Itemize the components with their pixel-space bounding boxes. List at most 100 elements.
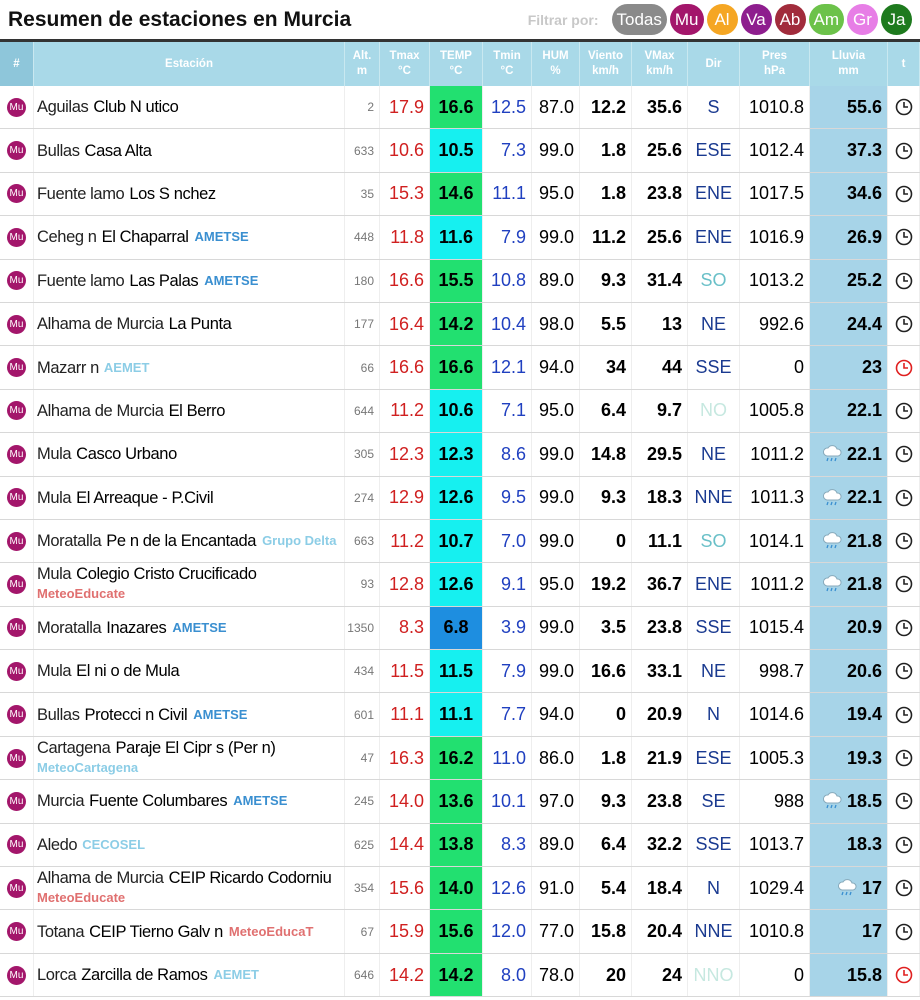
table-body: Mu Aguilas Club N utico 2 17.9 16.6 12.5 87.0 12… [0, 86, 920, 998]
pressure: 1011.3 [740, 476, 810, 519]
filter-button[interactable]: Ja [881, 4, 912, 35]
filter-button[interactable]: Al [706, 4, 738, 35]
altitude: 93 [345, 563, 380, 606]
town: Aledo [37, 835, 78, 854]
source: MeteoEducate [37, 586, 126, 602]
direction: ENE [688, 172, 740, 216]
wind: 14.8 [580, 433, 632, 476]
station: El Arreaque - P.Civil [76, 488, 214, 507]
cell: Mu [0, 650, 34, 693]
tmax: 12.3 [380, 433, 430, 476]
altitude: 177 [345, 302, 380, 346]
rain-cell: 21.8 [810, 519, 888, 563]
station-cell: Bullas Casa Alta [34, 129, 345, 172]
filter-button[interactable]: Ab [774, 4, 806, 35]
rain-cell: 37.3 [810, 129, 888, 172]
clock-icon [895, 315, 912, 333]
direction: SE [688, 780, 740, 823]
humidity: 99.0 [532, 606, 580, 650]
page-title: Resumen de estaciones en Murcia [8, 7, 352, 31]
pressure: 1010.8 [740, 86, 810, 129]
time-cell [888, 650, 920, 693]
wind: 20 [580, 953, 632, 997]
pressure: 0 [740, 346, 810, 389]
column-unit: °C [449, 65, 463, 77]
tmax: 14.2 [380, 953, 430, 997]
time-cell [888, 216, 920, 259]
table-row: Mu Mula Casco Urbano 305 12.3 12.3 8.6 99.0 14.8… [0, 433, 920, 477]
wind-max: 13 [632, 302, 688, 346]
clock-icon [895, 706, 912, 723]
table-row: Mu Cartagena Paraje El Cipr s (Per n) Meteo… [0, 736, 920, 781]
column-label: t [901, 57, 906, 70]
source: AEMET [213, 967, 259, 982]
clock-icon [895, 489, 912, 507]
table-row: Mu Alhama de Murcia CEIP Ricardo Codorniu M… [0, 867, 920, 911]
station: CEIP Tierno Galv n [89, 922, 223, 941]
direction: NO [688, 389, 740, 433]
station-cell: Aledo CECOSEL [34, 823, 345, 867]
column-header: Tmax °C [380, 42, 430, 86]
source: MeteoCartagena [37, 760, 139, 776]
table-row: Mu Aledo CECOSEL 625 14.4 13.8 8.3 89.0 6.4 32.2 S… [0, 823, 920, 868]
direction: SSE [688, 606, 740, 650]
table-row: Mu Ceheg n El Chaparral AMETSE 448 11.8 11.6 7.… [0, 216, 920, 260]
station-cell: Moratalla Inazares AMETSE [34, 606, 345, 650]
time-cell [888, 910, 920, 953]
station-cell: Mazarr n AEMET [34, 346, 345, 389]
temp: 14.0 [430, 867, 483, 910]
direction: NNE [688, 476, 740, 519]
region-badge: Mu [7, 488, 26, 508]
column-label: Lluvia [831, 50, 866, 62]
clock-icon [895, 662, 912, 680]
temp: 16.6 [430, 86, 483, 129]
rain-cell: 20.6 [810, 650, 888, 693]
altitude: 305 [345, 433, 380, 476]
humidity: 95.0 [532, 389, 580, 433]
pressure: 1016.9 [740, 216, 810, 259]
town: Murcia [37, 792, 85, 811]
temp: 12.6 [430, 476, 483, 519]
tmin: 12.5 [483, 86, 532, 129]
region-badge: Mu [7, 922, 26, 942]
table-row: Mu Moratalla Inazares AMETSE 1350 8.3 6.8 3.9 99… [0, 606, 920, 651]
rain-cell: 17 [810, 910, 888, 953]
wind-max: 35.6 [632, 86, 688, 129]
town: Mula [37, 565, 72, 584]
filter-button[interactable]: Va [740, 4, 772, 35]
column-label: Dir [705, 57, 722, 70]
station: Los S nchez [129, 184, 216, 203]
time-cell [888, 259, 920, 302]
filter-button[interactable]: Mu [669, 4, 704, 35]
rain: 21.8 [846, 573, 882, 594]
source: AMETSE [172, 619, 227, 635]
source: AMETSE [233, 793, 288, 809]
tmax: 16.3 [380, 736, 430, 780]
time-cell [888, 519, 920, 563]
town: Mazarr n [37, 358, 99, 377]
station: Casco Urbano [76, 445, 177, 464]
tmin: 8.0 [483, 953, 532, 997]
pressure: 1015.4 [740, 606, 810, 650]
tmin: 3.9 [483, 606, 532, 650]
filter-button[interactable]: Am [808, 4, 844, 35]
town: Bullas [37, 141, 80, 160]
tmin: 7.0 [483, 519, 532, 563]
pressure: 998.7 [740, 650, 810, 693]
tmin: 9.5 [483, 476, 532, 519]
town: Aguilas [37, 98, 89, 117]
filter-button[interactable]: Todas [611, 4, 667, 35]
station-cell: Totana CEIP Tierno Galv n MeteoEducaT [34, 910, 345, 953]
tmax: 17.9 [380, 86, 430, 129]
station: Las Palas [129, 271, 199, 290]
pressure: 1014.1 [740, 519, 810, 563]
temp: 12.6 [430, 563, 483, 606]
column-label: Tmin [493, 50, 521, 62]
direction: N [688, 693, 740, 736]
time-cell [888, 606, 920, 650]
station-cell: Alhama de Murcia CEIP Ricardo Codorniu Met… [34, 867, 345, 910]
table-row: Mu Mula El ni o de Mula 434 11.5 11.5 7.9 99.0 1… [0, 650, 920, 694]
filter-button[interactable]: Gr [847, 4, 878, 35]
tmin: 12.6 [483, 867, 532, 910]
station-cell: Lorca Zarcilla de Ramos AEMET [34, 953, 345, 997]
